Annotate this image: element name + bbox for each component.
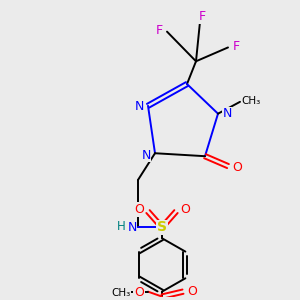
Text: H: H bbox=[117, 220, 125, 233]
Text: N: N bbox=[134, 100, 144, 113]
Text: S: S bbox=[157, 220, 167, 234]
Text: O: O bbox=[134, 286, 144, 299]
Text: O: O bbox=[134, 203, 144, 216]
Text: N: N bbox=[222, 107, 232, 120]
Text: F: F bbox=[155, 24, 163, 37]
Text: CH₃: CH₃ bbox=[242, 96, 261, 106]
Text: N: N bbox=[127, 221, 137, 234]
Text: F: F bbox=[232, 40, 240, 53]
Text: O: O bbox=[187, 285, 197, 298]
Text: O: O bbox=[232, 160, 242, 174]
Text: N: N bbox=[141, 149, 151, 162]
Text: F: F bbox=[198, 10, 206, 23]
Text: O: O bbox=[180, 203, 190, 216]
Text: CH₃: CH₃ bbox=[111, 288, 130, 298]
